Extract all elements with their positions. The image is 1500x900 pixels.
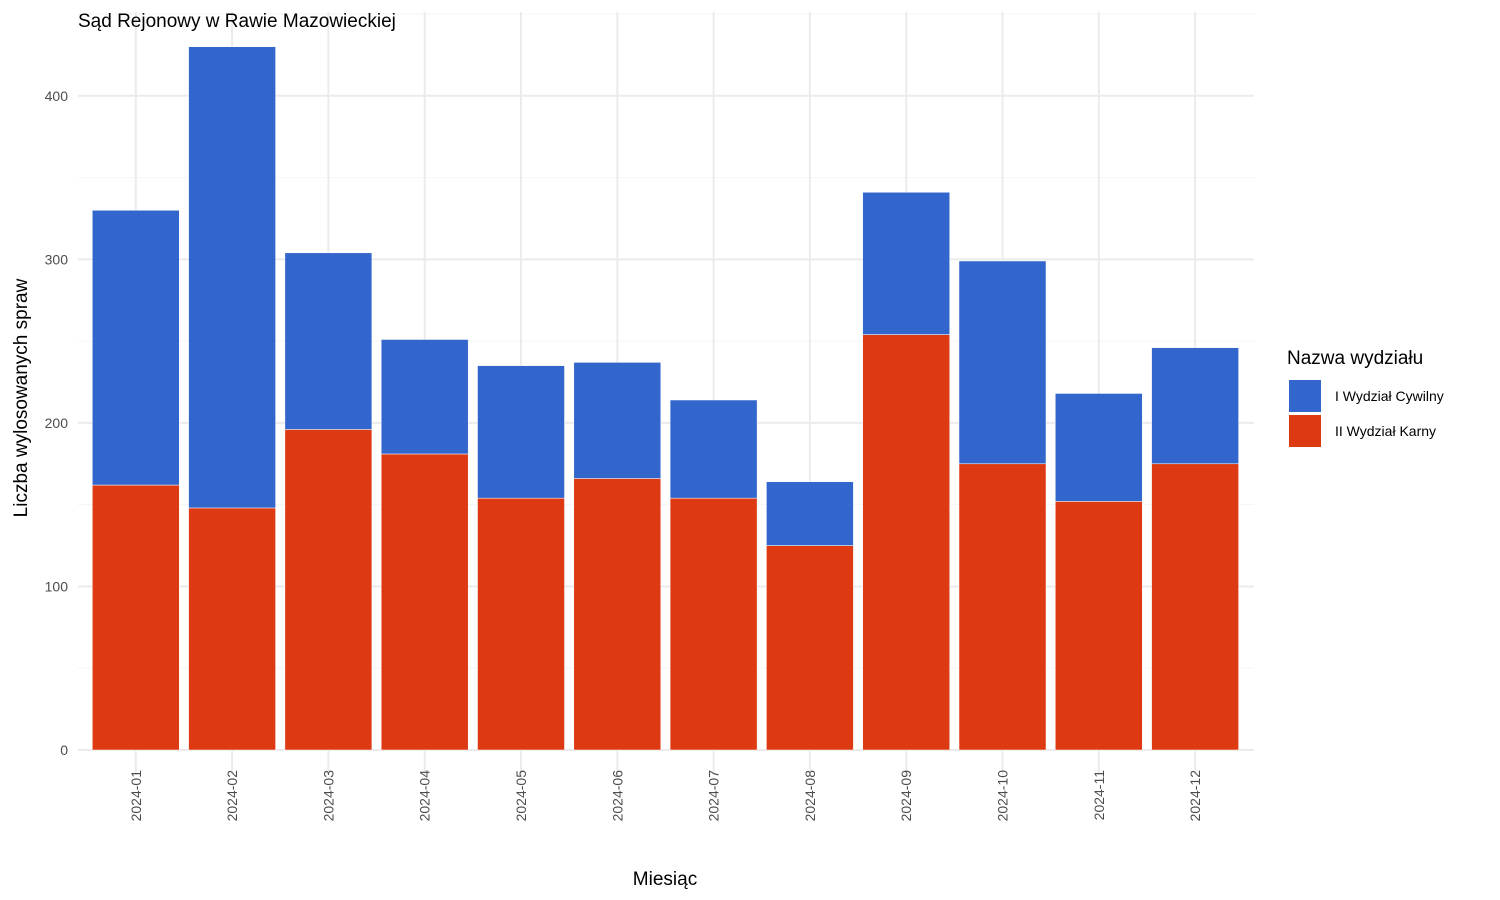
bar-segment-cywilny-2024-11 — [1055, 393, 1143, 502]
x-axis-title: Miesiąc — [633, 869, 697, 890]
x-tick-label: 2024-12 — [1187, 770, 1203, 822]
bar-segment-karny-2024-03 — [284, 429, 373, 751]
x-tick-label: 2024-05 — [513, 770, 529, 822]
bar-segment-cywilny-2024-09 — [862, 192, 950, 335]
bar-segment-karny-2024-09 — [862, 334, 950, 751]
legend-items: I Wydział Cywilny II Wydział Karny — [1289, 380, 1444, 447]
x-tick-label: 2024-06 — [609, 770, 625, 822]
chart-title: Sąd Rejonowy w Rawie Mazowieckiej — [78, 11, 396, 32]
x-tick-label: 2024-01 — [128, 770, 144, 822]
x-tick-label: 2024-02 — [224, 770, 240, 822]
bar-segment-cywilny-2024-10 — [958, 260, 1047, 465]
bar-segment-karny-2024-12 — [1151, 463, 1239, 751]
bar-segment-cywilny-2024-12 — [1151, 347, 1239, 465]
bar-segment-karny-2024-08 — [766, 545, 854, 751]
x-tick-label: 2024-11 — [1091, 770, 1107, 821]
bar-segment-cywilny-2024-01 — [92, 210, 180, 486]
legend-swatch — [1289, 380, 1321, 412]
bar-segment-cywilny-2024-06 — [573, 362, 662, 479]
bar-segment-cywilny-2024-03 — [284, 252, 373, 430]
x-tick-label: 2024-07 — [706, 770, 722, 822]
bar-segment-karny-2024-01 — [92, 484, 180, 751]
bar-segment-cywilny-2024-07 — [669, 399, 758, 499]
y-tick-label: 400 — [45, 88, 69, 104]
y-axis-tick-labels: 0 100 200 300 400 — [45, 88, 69, 758]
legend-label: II Wydział Karny — [1335, 423, 1436, 439]
bar-segment-karny-2024-02 — [188, 507, 276, 751]
x-tick-label: 2024-10 — [995, 770, 1011, 822]
y-tick-label: 200 — [45, 415, 69, 431]
y-tick-label: 100 — [45, 578, 69, 594]
bar-segment-karny-2024-11 — [1055, 501, 1143, 751]
legend-label: I Wydział Cywilny — [1335, 388, 1444, 404]
bar-segment-cywilny-2024-04 — [380, 339, 469, 455]
bar-segment-karny-2024-10 — [958, 463, 1047, 751]
bar-segment-karny-2024-07 — [669, 497, 758, 751]
legend-swatch — [1289, 415, 1321, 447]
bar-segment-cywilny-2024-08 — [766, 481, 854, 546]
bar-segment-karny-2024-05 — [477, 497, 565, 751]
legend-title: Nazwa wydziału — [1287, 348, 1423, 369]
y-tick-label: 300 — [45, 251, 69, 267]
bar-segment-karny-2024-04 — [380, 453, 469, 751]
x-tick-label: 2024-09 — [898, 770, 914, 822]
y-axis-title: Liczba wylosowanych spraw — [11, 278, 32, 517]
bars — [92, 46, 1239, 751]
x-axis-tick-labels: 2024-01 2024-02 2024-03 2024-04 2024-05 2024-… — [128, 770, 1203, 822]
bar-segment-karny-2024-06 — [573, 478, 662, 751]
bar-segment-cywilny-2024-02 — [188, 46, 276, 509]
x-tick-label: 2024-04 — [417, 770, 433, 822]
legend: Nazwa wydziału I Wydział Cywilny II Wydzi… — [1287, 348, 1444, 447]
x-tick-label: 2024-03 — [320, 770, 336, 822]
bar-segment-cywilny-2024-05 — [477, 365, 565, 499]
x-tick-label: 2024-08 — [802, 770, 818, 822]
y-tick-label: 0 — [60, 742, 68, 758]
